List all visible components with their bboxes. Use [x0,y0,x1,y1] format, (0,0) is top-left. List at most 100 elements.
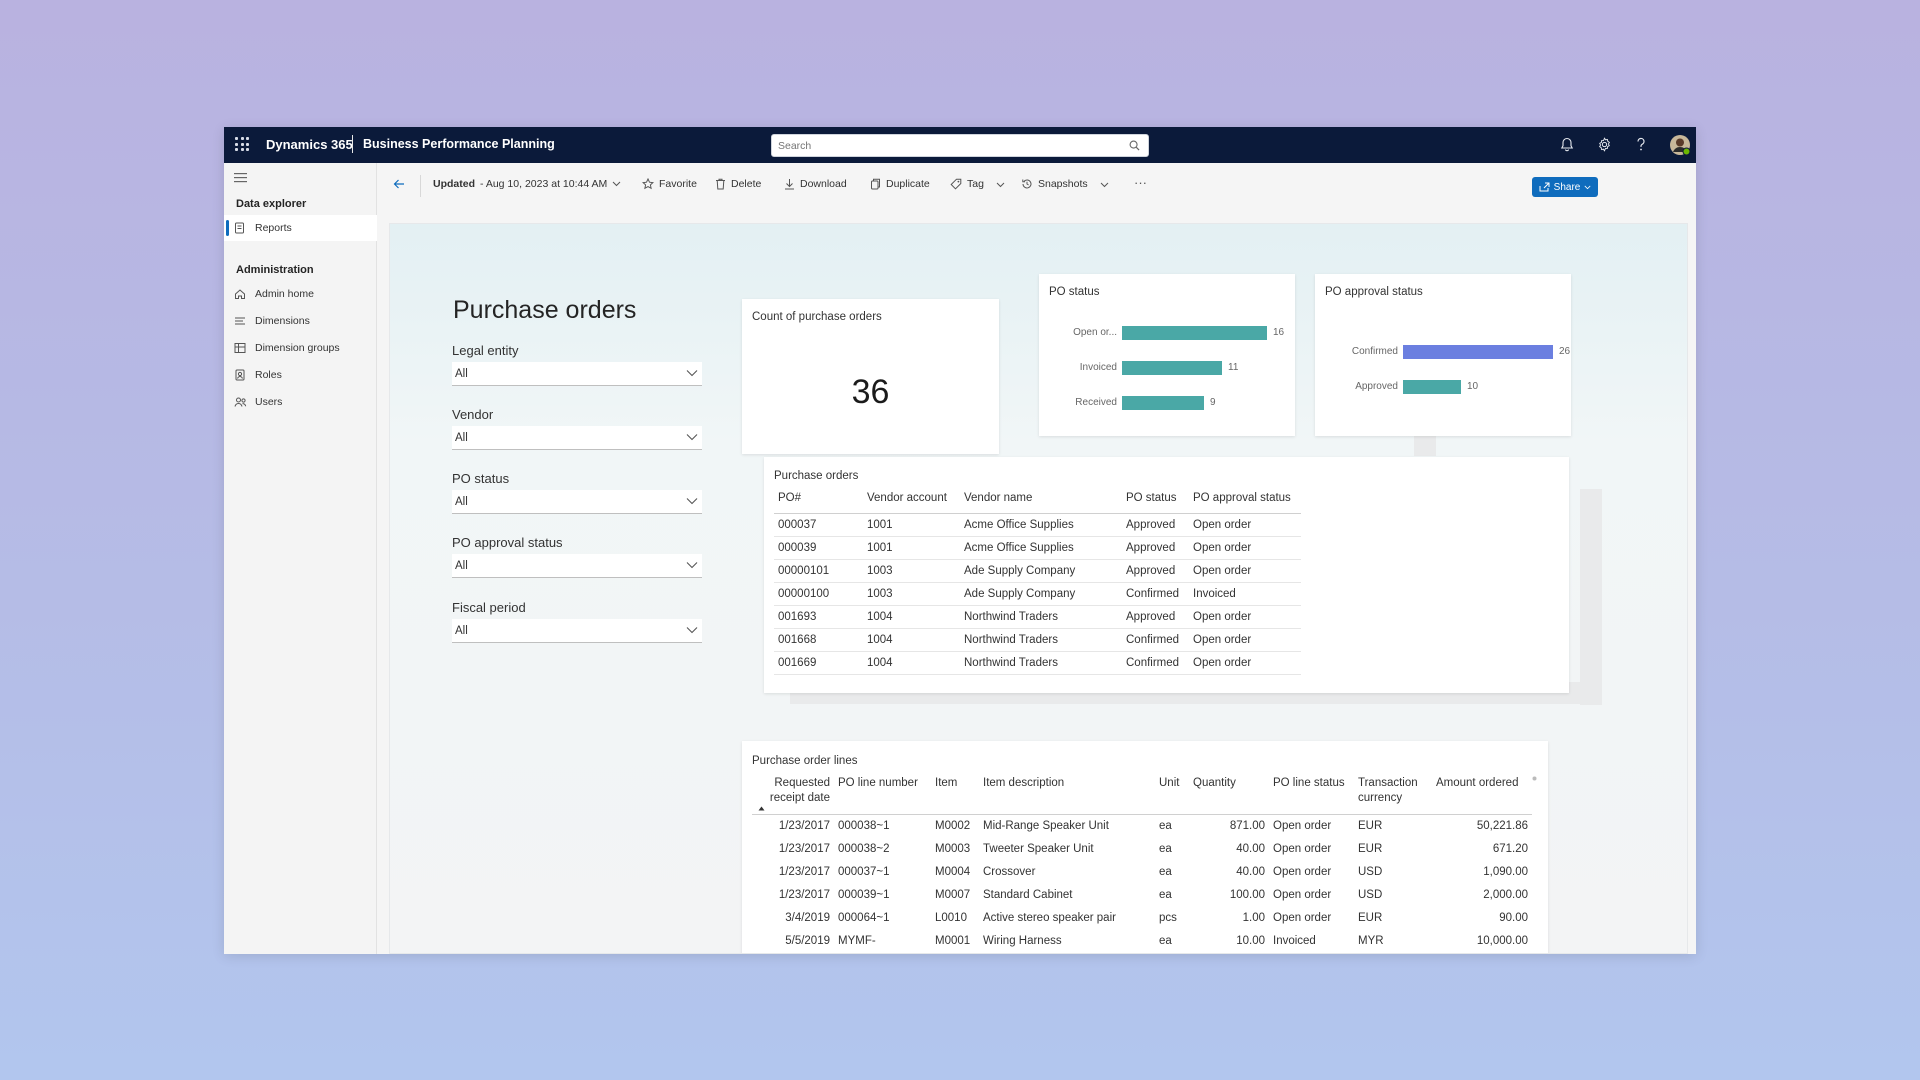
help-icon[interactable] [1635,137,1647,152]
report-canvas: Purchase orders Legal entity All Vendor … [389,223,1688,954]
column-header-unit[interactable]: Unit [1155,774,1189,815]
table-cell: 40.00 [1236,842,1265,855]
page-title: Purchase orders [453,296,637,324]
sidebar-item-label: Roles [255,369,282,381]
po-status-chart-card: PO status Open or... 16 Invoiced 11 Received… [1039,274,1295,436]
table-cell: Northwind Traders [960,605,1122,629]
sidebar-item-users[interactable]: Users [224,389,377,415]
column-header-item-description[interactable]: Item description [979,774,1155,815]
filter-label-po-approval-status: PO approval status [452,535,563,550]
po-approval-status-select[interactable]: All [452,554,702,578]
share-button[interactable]: Share [1532,177,1598,197]
table-row[interactable]: 1/23/2017 000038~2 M0003 Tweeter Speaker Un… [752,837,1532,860]
table-row[interactable]: 001668 1004 Northwind Traders Confirmed Open… [774,628,1301,652]
column-resize-icon[interactable] [1532,776,1537,781]
table-row[interactable]: 00000100 1003 Ade Supply Company Confirmed I… [774,582,1301,606]
table-cell: Open order [1189,605,1301,629]
sidebar-item-dimensions[interactable]: Dimensions [224,308,377,334]
bar[interactable] [1122,396,1204,410]
table-row[interactable]: 3/4/2019 000064~1 L0010 Active stereo speak… [752,906,1532,929]
column-header-amount-ordered[interactable]: Amount ordered [1432,774,1532,815]
user-avatar[interactable] [1669,134,1691,156]
table-row[interactable]: 001693 1004 Northwind Traders Approved Open … [774,605,1301,629]
column-header-po-line-status[interactable]: PO line status [1269,774,1354,815]
sidebar-item-dimension-groups[interactable]: Dimension groups [224,335,377,361]
column-header-po-status[interactable]: PO status [1122,483,1189,514]
sidebar-item-admin-home[interactable]: Admin home [224,281,377,307]
bar[interactable] [1122,326,1267,340]
hamburger-menu-icon[interactable] [234,172,247,183]
vendor-select[interactable]: All [452,426,702,450]
search-box[interactable] [771,134,1149,157]
delete-button[interactable]: Delete [715,178,761,190]
tag-button[interactable]: Tag [950,178,984,190]
table-row[interactable]: 000037 1001 Acme Office Supplies Approved Op… [774,513,1301,537]
column-header-vendor-account[interactable]: Vendor account [863,483,960,514]
column-header-po-line-number[interactable]: PO line number [834,774,931,815]
legal-entity-select[interactable]: All [452,362,702,386]
column-header-po-approval-status[interactable]: PO approval status [1189,483,1301,514]
duplicate-button[interactable]: Duplicate [870,178,930,190]
snapshots-label: Snapshots [1038,178,1088,190]
table-row[interactable]: 1/23/2017 000037~1 M0004 Crossover ea 40.00 Op… [752,860,1532,883]
table-cell: Tweeter Speaker Unit [983,842,1094,855]
table-cell: Open order [1189,513,1301,537]
table-row[interactable]: 00000101 1003 Ade Supply Company Approved Op… [774,559,1301,583]
column-header-requested-receipt-date[interactable]: Requested receipt date [752,774,834,815]
bar[interactable] [1403,345,1553,359]
table-cell: Confirmed [1122,651,1189,675]
sidebar-item-label: Dimensions [255,315,310,327]
po-status-select[interactable]: All [452,490,702,514]
snapshots-button[interactable]: Snapshots [1021,178,1088,190]
column-header-vendor-name[interactable]: Vendor name [960,483,1122,514]
back-arrow-icon[interactable] [392,177,406,191]
column-header-transaction-currency[interactable]: Transaction currency [1354,774,1432,815]
chevron-down-icon [686,370,698,377]
more-options-button[interactable]: ··· [1134,175,1147,190]
search-input[interactable] [778,138,1108,154]
column-header-quantity[interactable]: Quantity [1189,774,1269,815]
bar[interactable] [1122,361,1222,375]
fiscal-period-select[interactable]: All [452,619,702,643]
download-button[interactable]: Download [784,178,847,190]
title-separator [352,135,353,153]
favorite-button[interactable]: Favorite [642,178,697,190]
column-header-po-number[interactable]: PO# [774,483,863,514]
app-name[interactable]: Dynamics 365 [266,137,353,152]
table-row[interactable]: 5/5/2019 MYMF- M0001 Wiring Harness ea 10.00 I… [752,929,1532,952]
search-icon[interactable] [1129,140,1140,151]
table-cell: 000037~1 [838,865,890,878]
sidebar-item-roles[interactable]: Roles [224,362,377,388]
updated-dropdown[interactable]: Updated - Aug 10, 2023 at 10:44 AM [433,178,621,190]
table-row[interactable]: 1/23/2017 000038~1 M0002 Mid-Range Speaker … [752,814,1532,837]
filter-label-legal-entity: Legal entity [452,343,519,358]
sidebar-item-reports[interactable]: Reports [224,215,377,241]
snapshots-chevron-down-icon[interactable] [1100,182,1109,188]
favorite-label: Favorite [659,178,697,190]
tag-icon [950,178,962,190]
table-cell: Crossover [983,865,1036,878]
table-cell: 10.00 [1236,934,1265,947]
sort-ascending-icon[interactable] [758,806,765,811]
app-launcher-icon[interactable] [235,137,249,151]
table-cell: Ade Supply Company [960,559,1122,583]
list-icon [235,317,245,325]
table-row[interactable]: 1/23/2017 000039~1 M0007 Standard Cabinet ea… [752,883,1532,906]
trash-icon [716,178,725,190]
tag-chevron-down-icon[interactable] [996,182,1005,188]
table-row[interactable]: 000039 1001 Acme Office Supplies Approved Op… [774,536,1301,560]
sidebar-item-label: Dimension groups [255,342,340,354]
table-cell: Open order [1273,888,1332,901]
table-cell: 000039 [774,536,863,560]
column-header-item[interactable]: Item [931,774,979,815]
settings-gear-icon[interactable] [1597,137,1612,152]
notification-bell-icon[interactable] [1560,137,1574,152]
table-cell: ea [1159,888,1172,901]
bar-category-label: Invoiced [1079,362,1117,373]
table-row[interactable]: 001669 1004 Northwind Traders Confirmed Open… [774,651,1301,675]
home-icon [235,289,245,299]
table-cell: 100.00 [1229,888,1265,901]
bar[interactable] [1403,380,1461,394]
table-cell: Open order [1273,865,1332,878]
table-cell: M0003 [935,842,971,855]
